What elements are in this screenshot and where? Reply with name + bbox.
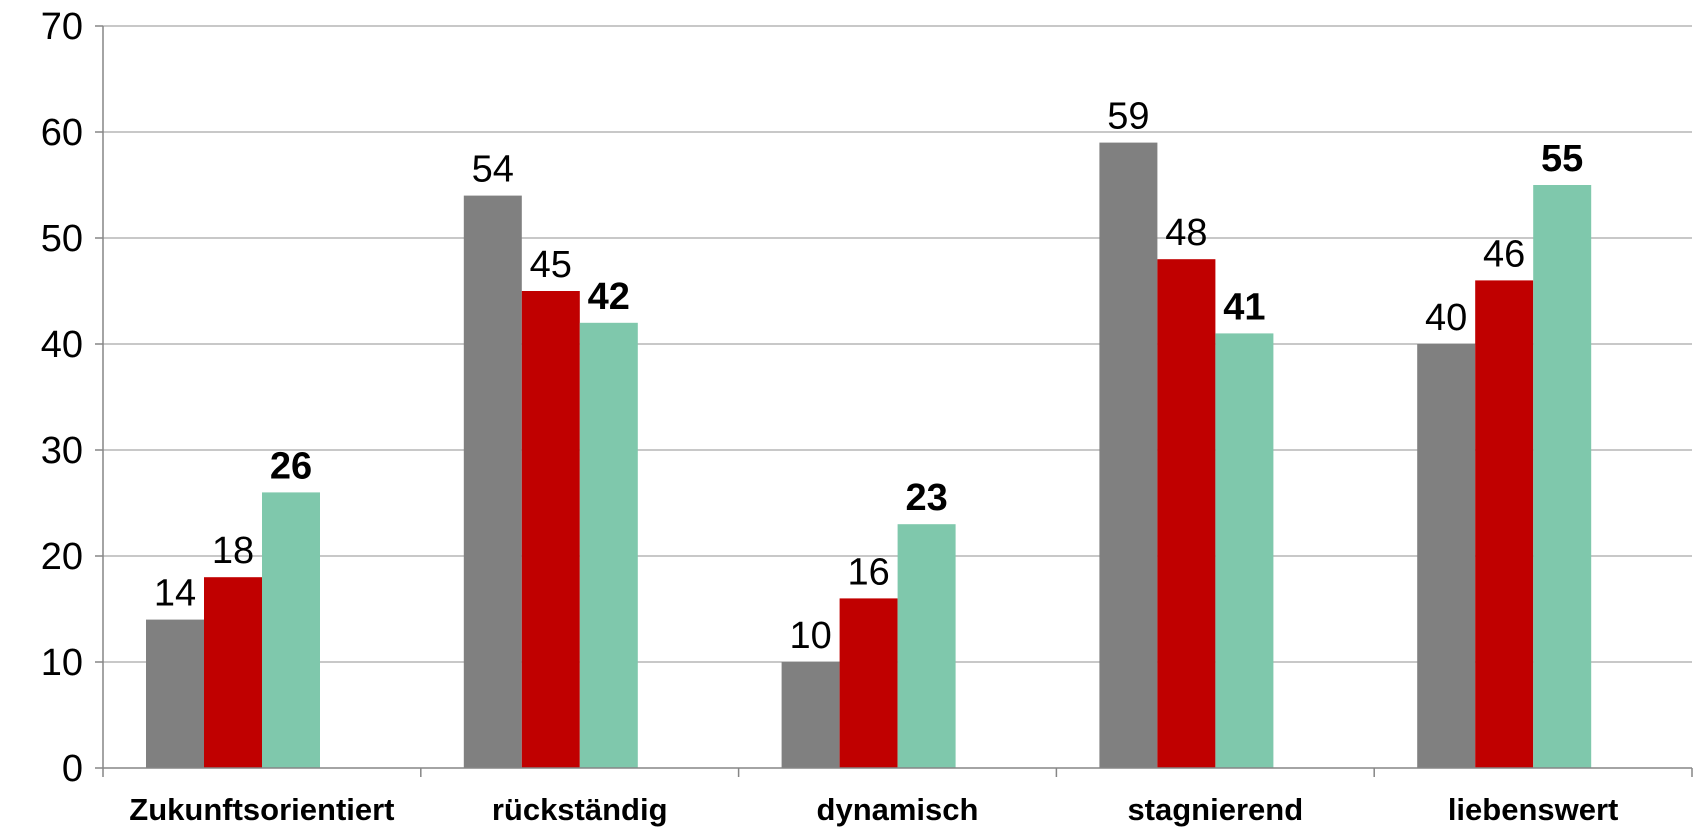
x-tick-label: liebenswert [1448,792,1619,827]
bar [204,577,262,768]
data-label: 55 [1541,138,1583,180]
data-label: 59 [1107,96,1149,138]
bar [1475,280,1534,768]
data-label: 48 [1165,212,1207,254]
bar [1533,185,1592,768]
bar [897,524,956,768]
data-label: 40 [1425,297,1467,339]
axes: 0 10 20 30 40 50 60 70 Zukunftsorientiert rückstä… [41,6,1693,827]
data-label: 10 [789,615,831,657]
gridlines [103,25,1692,663]
data-label: 23 [905,477,947,519]
x-tick-label: dynamisch [817,792,979,827]
x-tick-label: rückständig [492,792,668,827]
data-label: 41 [1223,286,1265,328]
data-label: 16 [847,551,889,593]
data-label: 45 [530,244,572,286]
y-tick-label: 0 [62,748,83,790]
bar [781,662,840,768]
data-labels: 14 54 10 59 40 18 45 16 48 46 26 42 23 41 55 [154,96,1583,657]
y-tick-label: 70 [41,6,83,48]
y-tick-label: 60 [41,112,83,154]
bar [262,492,320,768]
y-tick-label: 40 [41,324,83,366]
y-tick-label: 50 [41,218,83,260]
data-label: 54 [472,149,514,191]
data-label: 18 [212,530,254,572]
bar [146,619,204,768]
data-label: 46 [1483,233,1525,275]
y-tick-label: 20 [41,536,83,578]
bar [463,195,522,769]
bar [579,322,638,768]
bar [839,598,898,768]
bar [1417,344,1476,768]
bars [146,142,1592,769]
data-label: 42 [588,276,630,318]
data-label: 26 [270,445,312,487]
x-tick-label: stagnierend [1127,792,1303,827]
bar [1157,259,1216,768]
y-tick-label: 10 [41,642,83,684]
bar [1099,142,1158,769]
bar [1215,333,1274,768]
y-tick-label: 30 [41,430,83,472]
x-tick-label: Zukunftsorientiert [129,792,394,827]
data-label: 14 [154,573,196,615]
bar [521,291,580,768]
